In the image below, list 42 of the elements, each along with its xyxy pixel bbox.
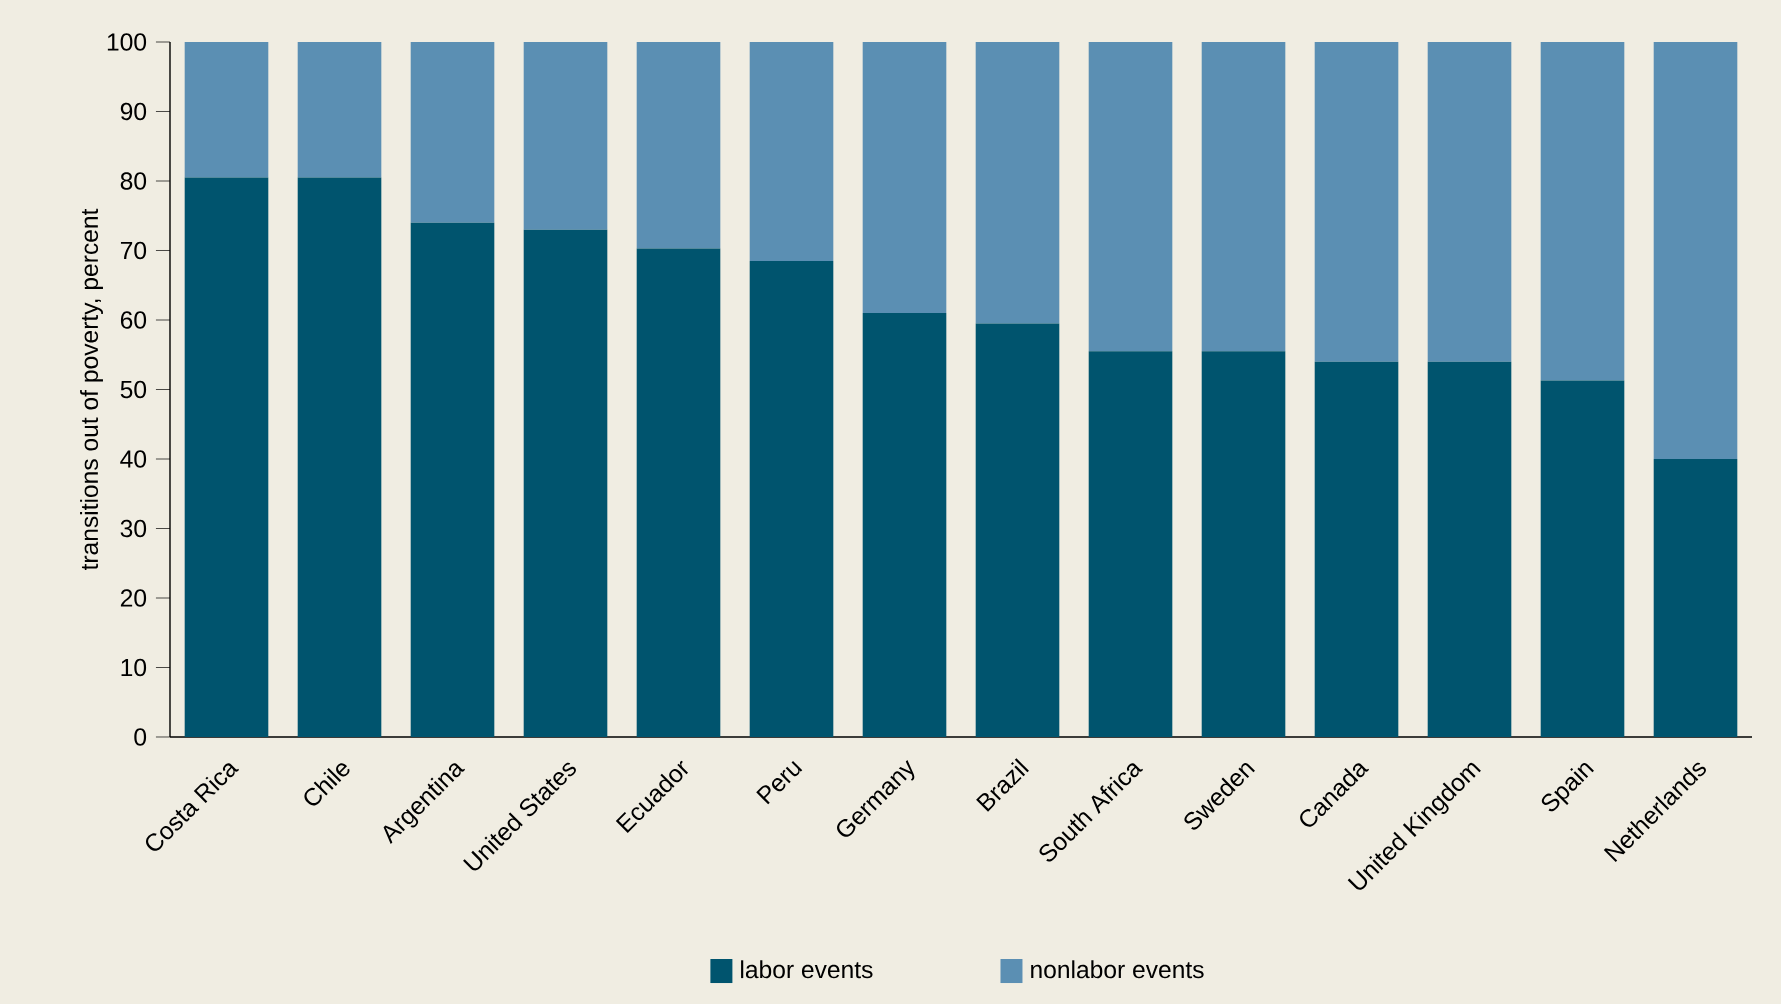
bar [1314,361,1399,737]
bar [297,177,382,737]
bar [523,229,608,737]
bar [975,42,1060,324]
y-tick-label: 0 [134,728,147,746]
bar [1427,361,1512,737]
bar [749,260,834,737]
bar [636,42,721,249]
y-tick-label: 70 [120,241,147,260]
bar [1653,42,1738,460]
bar [1540,380,1625,737]
bar [523,42,608,230]
y-tick-label: 30 [120,519,147,538]
legend-label: nonlabor events [1031,960,1204,979]
bar [297,42,382,178]
bar [749,42,834,261]
bar [1201,42,1286,352]
y-tick-label: 50 [120,380,147,399]
bar [410,42,495,223]
bar [862,42,947,314]
bar [1427,42,1512,362]
y-tick-label: 80 [120,172,147,190]
bar [410,222,495,737]
bar [975,323,1060,737]
y-tick-label: 40 [120,450,147,468]
bar [636,248,721,737]
legend-label: labor events [741,960,873,979]
y-tick-label: 10 [121,658,147,677]
bar [862,313,947,737]
bar [184,177,269,737]
bar [1540,42,1625,381]
bar [1201,351,1286,737]
y-axis-title: transitions out of poverty, percent [80,208,103,571]
bar [184,42,269,178]
y-tick-label: 100 [107,33,147,51]
y-tick-label: 20 [120,589,147,607]
y-tick-label: 90 [120,102,147,121]
bar [1088,351,1173,737]
bar [1314,42,1399,362]
bar [1088,42,1173,352]
y-tick-label: 60 [120,311,147,329]
bar [1653,459,1738,737]
